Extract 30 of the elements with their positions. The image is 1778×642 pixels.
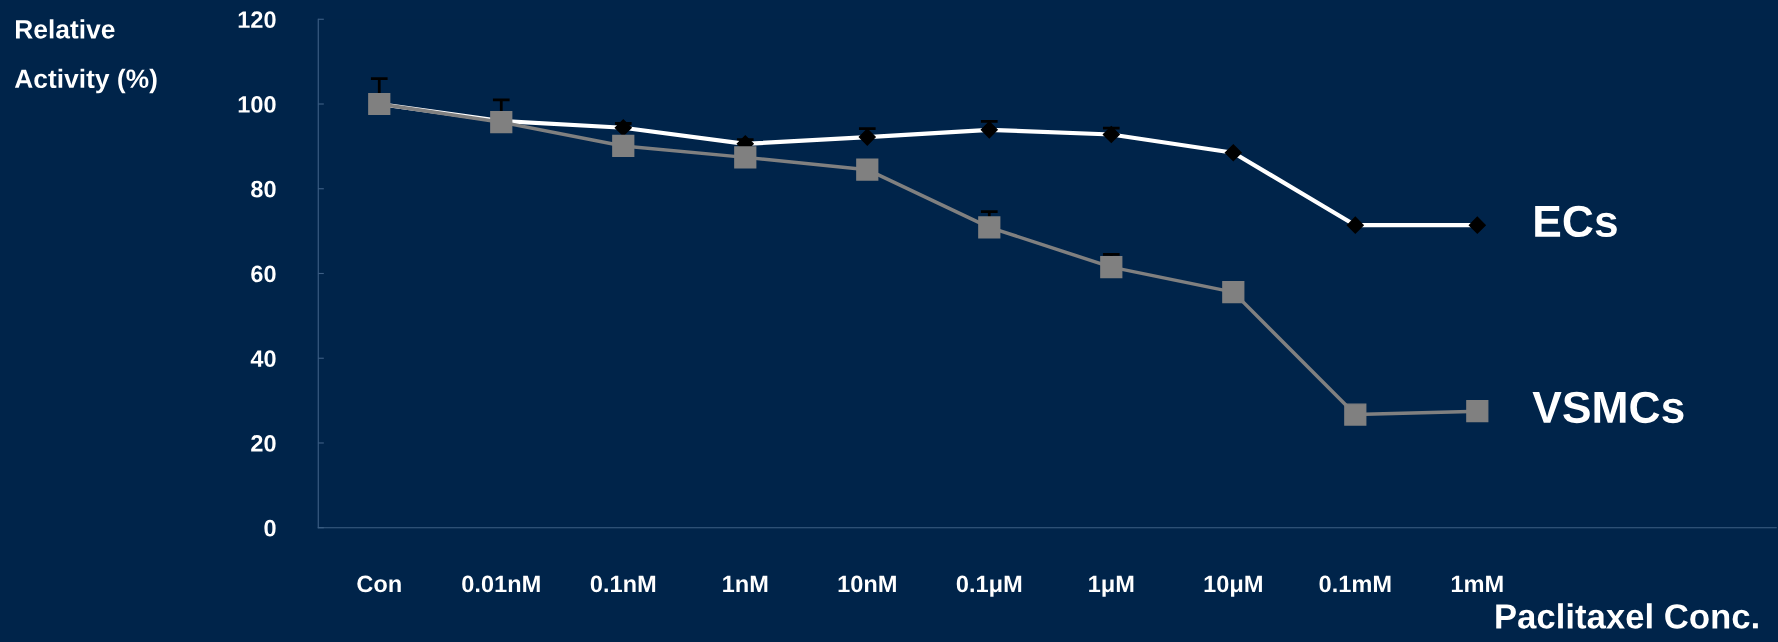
point (856, 158, 879, 181)
x-tick-label: 0.1nM (590, 575, 656, 593)
x-tick-label: 1nM (723, 575, 768, 593)
x-tick-label: 1mM (1451, 575, 1503, 593)
point (978, 216, 1001, 239)
x-tick-label: 1μM (1089, 575, 1134, 597)
point (1344, 403, 1367, 426)
x-tick-label: Con (357, 575, 401, 593)
y-tick-label: 80 (251, 180, 276, 198)
x-tick-label: 0.1μM (956, 575, 1022, 597)
x-tick-label: 0.1mM (1319, 575, 1391, 593)
y-tick-label: 40 (250, 350, 276, 368)
y-tick-label: 60 (251, 265, 276, 283)
y-tick-label: 20 (251, 435, 276, 452)
point (490, 111, 513, 134)
x-tick-label: 0.01nM (462, 575, 540, 593)
point (734, 146, 757, 169)
point (1222, 281, 1245, 304)
point (612, 134, 635, 158)
x-axis-title: Paclitaxel Conc. (1496, 603, 1758, 629)
series-label: VSMCs (1532, 391, 1684, 424)
y-tick-label: 120 (238, 11, 276, 29)
point (1466, 400, 1489, 423)
point (1100, 256, 1123, 279)
y-tick-label: 100 (238, 96, 276, 113)
series-label: ECs (1535, 205, 1617, 238)
x-tick-label: 10μM (1204, 575, 1262, 597)
x-tick-label: 10nM (838, 575, 896, 593)
y-tick-label: 0 (264, 519, 276, 537)
y-axis-title: Relative Activity (%) (14, 19, 157, 94)
